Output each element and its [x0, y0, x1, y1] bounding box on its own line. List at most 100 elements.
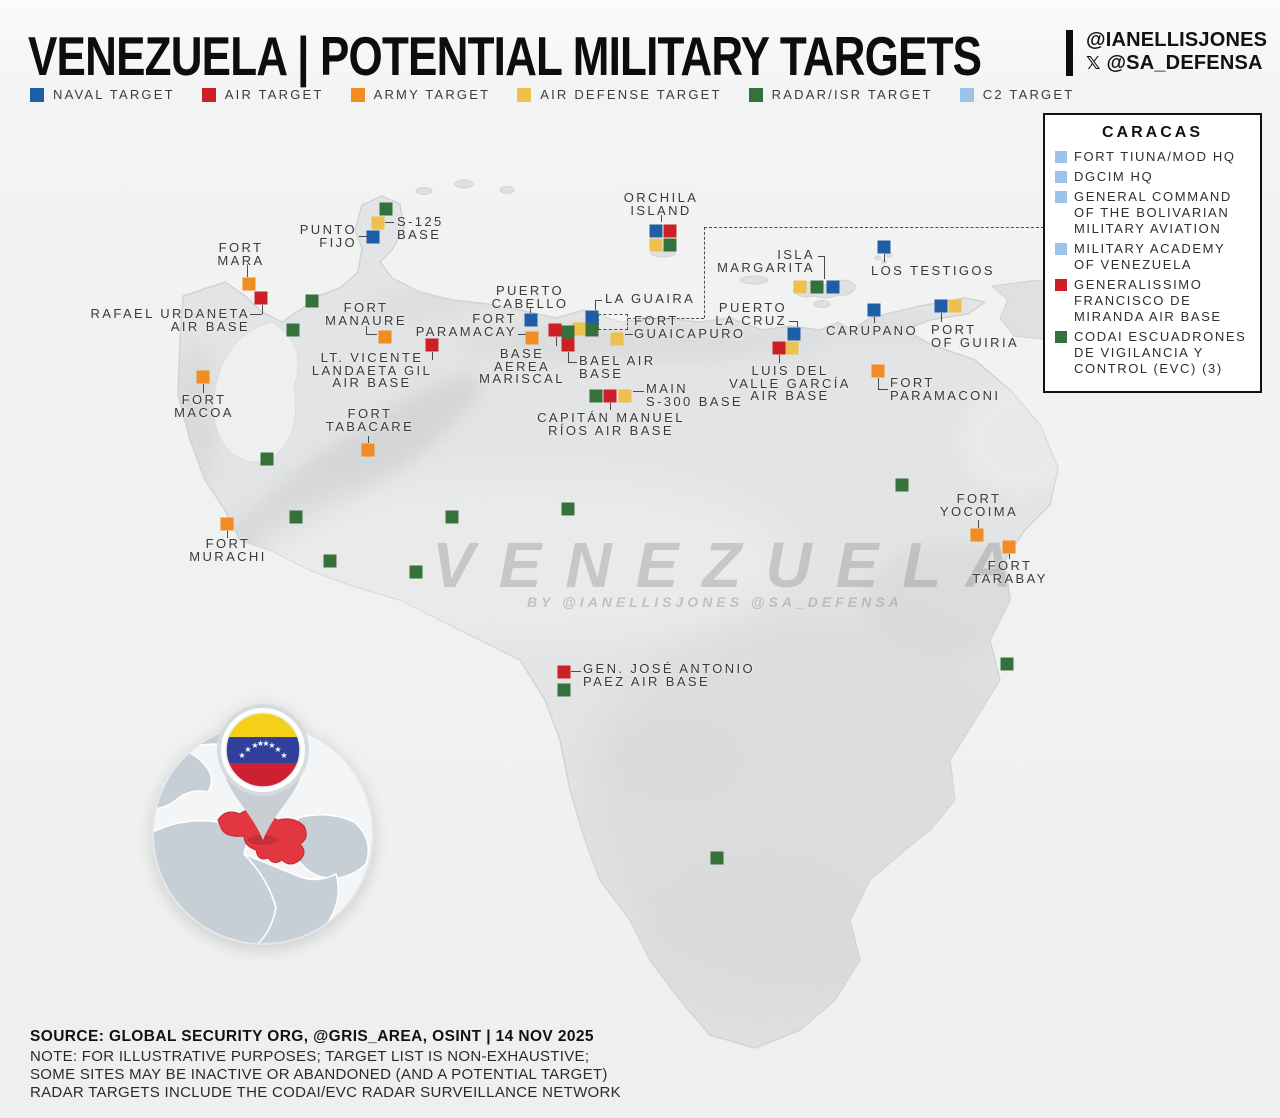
- map-label-line: OF GUIRIA: [931, 334, 1020, 350]
- svg-text:★: ★: [257, 739, 264, 748]
- radar-swatch-icon: [1055, 331, 1067, 343]
- marker-airdef: [793, 280, 807, 294]
- label-leader-line: [878, 378, 880, 389]
- svg-text:★: ★: [238, 751, 245, 760]
- map-label-capit-n-manuel-r-os-air-base: CAPITÁN MANUEL RÍOS AIR BASE: [537, 410, 685, 438]
- legend-label: RADAR/ISR TARGET: [771, 87, 933, 102]
- label-leader-line: [568, 362, 577, 364]
- label-leader-line: [359, 236, 367, 238]
- coche-island-shape: [813, 300, 831, 308]
- label-leader-line: [366, 326, 368, 334]
- legend-label: AIR TARGET: [224, 87, 324, 102]
- marker-radar: [445, 510, 459, 524]
- marker-radar: [557, 683, 571, 697]
- map-label-line: PARAMACAY: [415, 323, 517, 339]
- label-leader-line: [366, 334, 377, 336]
- footer-source: SOURCE: GLOBAL SECURITY ORG, @GRIS_AREA,…: [30, 1028, 594, 1045]
- marker-airdef: [572, 322, 586, 336]
- label-leader-line: [247, 264, 249, 277]
- marker-naval: [366, 230, 380, 244]
- map-label-line: CAPITÁN MANUEL: [537, 410, 685, 425]
- label-leader-line: [878, 389, 888, 391]
- map-label-bael-air-base: BAEL AIR BASE: [579, 354, 656, 381]
- lake-maracaibo: [213, 321, 299, 463]
- label-leader-line: [571, 671, 581, 673]
- map-label-lt-vicente-landaeta-gil-air-: LT. VICENTE LANDAETA GIL AIR BASE: [312, 351, 432, 390]
- label-leader-line: [610, 403, 612, 410]
- svg-text:★: ★: [244, 745, 251, 754]
- map-label-line: LA CRUZ: [715, 312, 787, 328]
- marker-army: [970, 528, 984, 542]
- map-label-line: CARUPANO: [826, 323, 918, 338]
- marker-air: [548, 323, 562, 337]
- map-label-fort-tabacare: FORT TABACARE: [326, 407, 414, 433]
- marker-airdef: [618, 389, 632, 403]
- label-leader-line: [797, 321, 799, 327]
- marker-air: [425, 338, 439, 352]
- map-label-main-s-300-base: MAIN S-300 BASE: [646, 382, 743, 408]
- map-label-line: RAFAEL URDANETA: [90, 306, 250, 321]
- map-label-fort-paramacay: FORT PARAMACAY: [415, 312, 517, 339]
- map-label-line: MURACHI: [189, 548, 267, 564]
- label-leader-line: [595, 300, 602, 302]
- marker-radar: [663, 238, 677, 252]
- map-label-line: RÍOS AIR BASE: [548, 422, 674, 438]
- marker-airdef: [371, 216, 385, 230]
- map-label-puerto-cabello: PUERTO CABELLO: [492, 284, 569, 310]
- caracas-item-text: FORT TIUNA/MOD HQ: [1074, 149, 1236, 164]
- map-label-fort-macoa: FORT MACOA: [174, 392, 234, 419]
- label-leader-line: [432, 352, 434, 360]
- map-label-line: ORCHILA: [623, 190, 699, 205]
- caracas-connector-dashed-line: [628, 318, 704, 319]
- marker-army: [871, 364, 885, 378]
- map-label-line: MARISCAL: [479, 371, 565, 386]
- caracas-item-codai-escuadrones-de-vig: CODAI ESCUADRONES DE VIGILANCIA Y CONTRO…: [1055, 329, 1250, 377]
- caracas-item-generalissimo-francisco-: GENERALISSIMO FRANCISCO DE MIRANDA AIR B…: [1055, 277, 1250, 325]
- map-label-fort-guaicapuro: FORT GUAICAPURO: [634, 314, 746, 341]
- caracas-item-general-command-of-the-b: GENERAL COMMAND OF THE BOLIVARIAN MILITA…: [1055, 189, 1250, 237]
- legend-label: NAVAL TARGET: [53, 87, 175, 102]
- footer-notes: NOTE: FOR ILLUSTRATIVE PURPOSES; TARGET …: [30, 1048, 621, 1102]
- svg-text:★: ★: [251, 741, 258, 750]
- svg-text:★: ★: [262, 739, 269, 748]
- label-leader-line: [941, 313, 943, 322]
- map-label-line: FORT: [205, 536, 251, 551]
- map-label-fort-paramaconi: FORT PARAMACONI: [890, 376, 1000, 402]
- marker-airdef: [948, 299, 962, 313]
- map-label-line: LUIS DEL: [751, 363, 829, 378]
- map-label-line: ISLA: [777, 247, 815, 262]
- author-handle-2: 𝕏 @SA_DEFENSA: [1086, 52, 1263, 74]
- label-leader-line: [203, 384, 205, 393]
- marker-army: [242, 277, 256, 291]
- map-label-la-guaira: LA GUAIRA: [605, 292, 695, 306]
- marker-radar: [323, 554, 337, 568]
- map-label-fort-tarabay: FORT TARABAY: [972, 559, 1048, 585]
- marker-radar: [810, 280, 824, 294]
- map-label-line: AIR BASE: [750, 388, 830, 403]
- marker-air: [772, 341, 786, 355]
- marker-naval: [826, 280, 840, 294]
- label-leader-line: [250, 314, 262, 316]
- map-label-line: ISLAND: [630, 202, 692, 218]
- map-label-line: GUAICAPURO: [634, 325, 746, 341]
- map-label-line: S-125: [397, 214, 444, 229]
- map-label-line: BASE: [579, 365, 624, 381]
- map-label-fort-murachi: FORT MURACHI: [189, 536, 267, 564]
- marker-army: [378, 330, 392, 344]
- army-swatch-icon: [350, 87, 365, 102]
- map-label-line: FORT: [181, 392, 227, 407]
- map-label-line: BASE: [499, 346, 545, 361]
- map-label-luis-del-valle-garc-a-air-ba: LUIS DEL VALLE GARCÍA AIR BASE: [729, 363, 851, 403]
- label-leader-line: [568, 352, 570, 362]
- footer-note-line: NOTE: FOR ILLUSTRATIVE PURPOSES; TARGET …: [30, 1048, 590, 1065]
- label-leader-line: [884, 254, 886, 262]
- legend-item-army: ARMY TARGET: [350, 87, 491, 102]
- caracas-title: CARACAS: [1102, 124, 1203, 141]
- marker-army: [220, 517, 234, 531]
- caracas-item-text: CODAI ESCUADRONES DE VIGILANCIA Y CONTRO…: [1074, 329, 1247, 376]
- map-label-line: MARA: [217, 252, 265, 268]
- marker-radar: [286, 323, 300, 337]
- map-label-fort-mara: FORT MARA: [217, 241, 265, 268]
- page-title-text: VENEZUELA | POTENTIAL MILITARY TARGETS: [28, 25, 982, 87]
- marker-army: [1002, 540, 1016, 554]
